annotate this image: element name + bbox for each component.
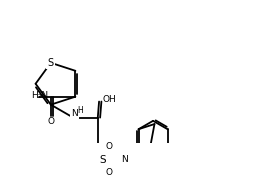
Text: H₂N: H₂N [31, 91, 48, 100]
Text: S: S [48, 58, 54, 68]
Text: O: O [47, 117, 54, 126]
Text: O: O [106, 168, 113, 177]
Text: OH: OH [103, 95, 117, 104]
Text: N: N [121, 155, 128, 164]
Text: S: S [99, 155, 106, 165]
Text: N: N [71, 109, 78, 118]
Text: O: O [106, 142, 113, 151]
Text: H: H [77, 106, 82, 115]
